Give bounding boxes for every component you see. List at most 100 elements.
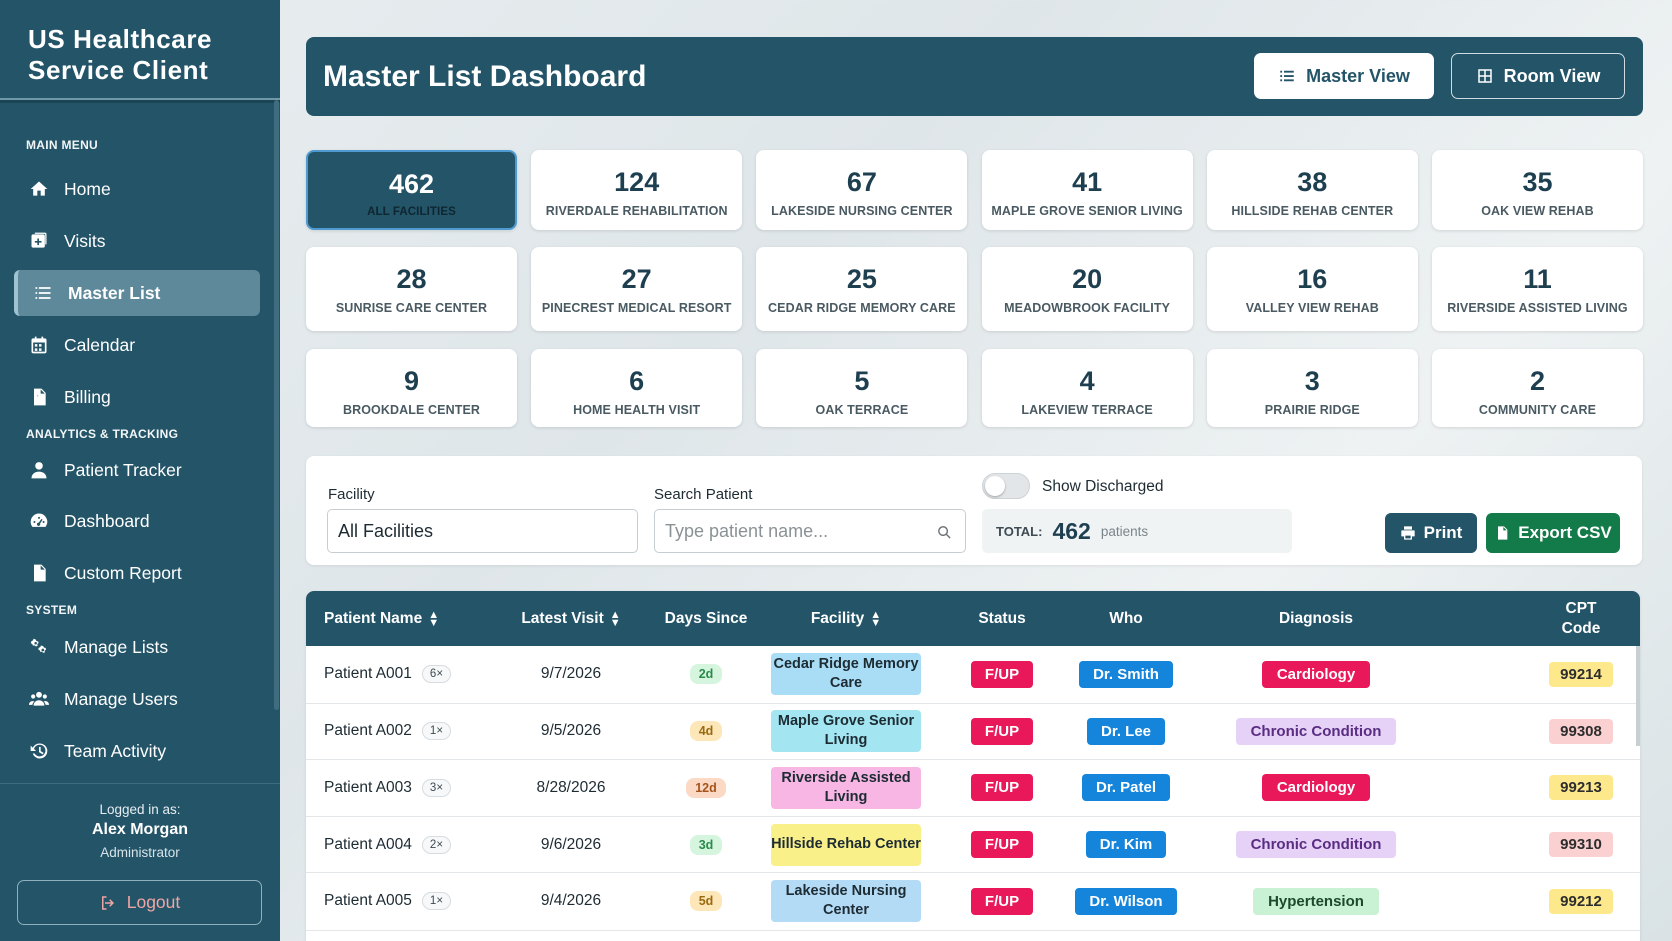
cell-patient: Patient A004 2× — [324, 817, 494, 872]
facility-card-name: LAKESIDE NURSING CENTER — [771, 204, 953, 218]
table-row[interactable]: Patient A003 3× 8/28/2026 12d Riverside Assi… — [306, 760, 1640, 817]
table-row[interactable]: Patient A005 1× 9/4/2026 5d Lakeside Nursing… — [306, 873, 1640, 931]
user-name: Alex Morgan — [91, 821, 188, 838]
facility-card[interactable]: 2 COMMUNITY CARE — [1432, 349, 1643, 427]
show-discharged-toggle[interactable] — [982, 473, 1030, 499]
sidebar-item-billing[interactable]: Billing — [14, 374, 260, 420]
sidebar-item-master-list[interactable]: Master List — [14, 270, 260, 316]
column-who: Who — [1056, 591, 1196, 646]
column-label: Days Since — [664, 609, 748, 627]
table-row[interactable]: Patient A002 1× 9/5/2026 4d Maple Grove Seni… — [306, 704, 1640, 760]
sidebar-item-calendar[interactable]: Calendar — [14, 322, 260, 368]
patient-name[interactable]: Patient A001 — [324, 665, 412, 683]
page-header: Master List Dashboard Master View Room V… — [306, 37, 1643, 116]
facility-card[interactable]: 4 LAKEVIEW TERRACE — [981, 349, 1193, 427]
provider-badge[interactable]: Dr. Kim — [1085, 831, 1167, 858]
facility-card[interactable]: 35 OAK VIEW REHAB — [1432, 150, 1643, 230]
facility-card[interactable]: 38 HILLSIDE REHAB CENTER — [1206, 150, 1418, 230]
master-view-button[interactable]: Master View — [1254, 53, 1434, 99]
search-input[interactable]: Type patient name... — [654, 509, 966, 553]
cell-cpt: 99310 — [1546, 817, 1616, 872]
sidebar-item-dashboard[interactable]: Dashboard — [14, 498, 260, 544]
provider-badge[interactable]: Dr. Wilson — [1075, 887, 1177, 915]
facility-badge: Maple Grove Senior Living — [771, 710, 921, 752]
days-since-badge: 12d — [686, 777, 726, 798]
facility-select[interactable]: All Facilities — [327, 509, 638, 553]
sidebar-item-manage-lists[interactable]: Manage Lists — [14, 624, 260, 670]
visit-count-badge: 3× — [421, 778, 452, 797]
facility-card[interactable]: 67 LAKESIDE NURSING CENTER — [756, 150, 968, 230]
column-latest-visit[interactable]: Latest Visit ▲ ▼ — [501, 591, 641, 646]
facility-card[interactable]: 462 ALL FACILITIES — [306, 150, 517, 230]
sidebar-scrollbar[interactable] — [274, 100, 279, 710]
logout-button[interactable]: Logout — [17, 880, 262, 925]
user-role: Administrator — [100, 845, 180, 860]
column-cpt-code: CPT Code — [1546, 591, 1616, 646]
patient-name[interactable]: Patient A002 — [324, 722, 412, 739]
table-scrollbar[interactable] — [1636, 646, 1640, 746]
sidebar-item-manage-users[interactable]: Manage Users — [14, 676, 260, 722]
provider-badge[interactable]: Dr. Smith — [1079, 660, 1173, 688]
diagnosis-badge: Chronic Condition — [1235, 717, 1397, 745]
patient-name[interactable]: Patient A004 — [324, 835, 412, 853]
export-csv-button[interactable]: Export CSV — [1486, 513, 1620, 553]
facility-card[interactable]: 124 RIVERDALE REHABILITATION — [531, 150, 743, 230]
cell-who: Dr. Patel — [1056, 760, 1196, 817]
cell-patient: Patient A002 1× — [324, 704, 494, 759]
column-patient-name[interactable]: Patient Name ▲ ▼ — [306, 591, 496, 646]
visit-count-badge: 1× — [421, 722, 452, 740]
sidebar: US Healthcare Service Client MAIN MENU H… — [0, 0, 280, 941]
export-label: Export CSV — [1518, 523, 1612, 542]
facility-card[interactable]: 20 MEADOWBROOK FACILITY — [981, 247, 1193, 331]
column-facility[interactable]: Facility ▲ ▼ — [766, 591, 926, 646]
home-icon — [28, 178, 50, 200]
cell-days-since: 4d — [646, 704, 766, 759]
provider-badge[interactable]: Dr. Lee — [1086, 717, 1166, 745]
cell-status: F/UP — [932, 704, 1072, 759]
facility-card[interactable]: 11 RIVERSIDE ASSISTED LIVING — [1432, 247, 1643, 331]
facility-card[interactable]: 41 MAPLE GROVE SENIOR LIVING — [981, 150, 1193, 230]
sidebar-item-custom-report[interactable]: Custom Report — [14, 550, 260, 596]
sidebar-item-visits[interactable]: Visits — [14, 218, 260, 264]
table-row[interactable]: Patient A004 2× 9/6/2026 3d Hillside Rehab C… — [306, 817, 1640, 873]
facility-card-name: BROOKDALE CENTER — [342, 403, 481, 417]
facility-card-count: 462 — [388, 169, 435, 199]
column-label: Who — [1109, 609, 1143, 627]
facility-card[interactable]: 5 OAK TERRACE — [756, 349, 968, 427]
facility-card[interactable]: 25 CEDAR RIDGE MEMORY CARE — [756, 247, 968, 331]
status-badge: F/UP — [970, 887, 1034, 915]
facility-card[interactable]: 27 PINECREST MEDICAL RESORT — [531, 247, 743, 331]
cell-cpt: 99308 — [1546, 704, 1616, 759]
facility-card-count: 124 — [614, 167, 660, 197]
facility-card[interactable]: 6 HOME HEALTH VISIT — [531, 349, 743, 427]
sidebar-item-patient-tracker[interactable]: Patient Tracker — [14, 447, 260, 493]
column-label: Facility — [810, 609, 865, 627]
cell-who: Dr. Smith — [1056, 646, 1196, 703]
cell-days-since: 12d — [646, 760, 766, 817]
cell-status: F/UP — [932, 873, 1072, 930]
list-icon — [32, 282, 54, 304]
provider-badge[interactable]: Dr. Patel — [1081, 774, 1171, 802]
print-button[interactable]: Print — [1385, 513, 1477, 553]
facility-card[interactable]: 16 VALLEY VIEW REHAB — [1206, 247, 1418, 331]
facility-card[interactable]: 28 SUNRISE CARE CENTER — [306, 247, 517, 331]
search-label: Search Patient — [654, 486, 753, 503]
sidebar-item-label: Custom Report — [64, 562, 182, 583]
sidebar-item-home[interactable]: Home — [14, 166, 260, 212]
facility-card[interactable]: 3 PRAIRIE RIDGE — [1206, 349, 1418, 427]
table-row[interactable]: Patient A001 6× 9/7/2026 2d Cedar Ridge Memo… — [306, 646, 1640, 704]
facility-select-value: All Facilities — [338, 520, 434, 541]
cpt-code-badge: 99212 — [1549, 888, 1613, 914]
section-system: SYSTEM — [26, 603, 78, 617]
sidebar-item-label: Billing — [64, 386, 111, 407]
column-days-since: Days Since — [646, 591, 766, 646]
facility-card[interactable]: 9 BROOKDALE CENTER — [306, 349, 517, 427]
section-main-menu: MAIN MENU — [26, 138, 99, 152]
patient-name[interactable]: Patient A005 — [324, 892, 412, 910]
sidebar-item-label: Master List — [68, 282, 161, 303]
sidebar-item-team-activity[interactable]: Team Activity — [14, 728, 260, 774]
patient-table: Patient Name ▲ ▼ Latest Visit ▲ ▼ Days Sin… — [306, 591, 1640, 941]
patient-name[interactable]: Patient A003 — [324, 778, 412, 796]
cell-diagnosis: Hypertension — [1216, 873, 1416, 930]
room-view-button[interactable]: Room View — [1451, 53, 1625, 99]
